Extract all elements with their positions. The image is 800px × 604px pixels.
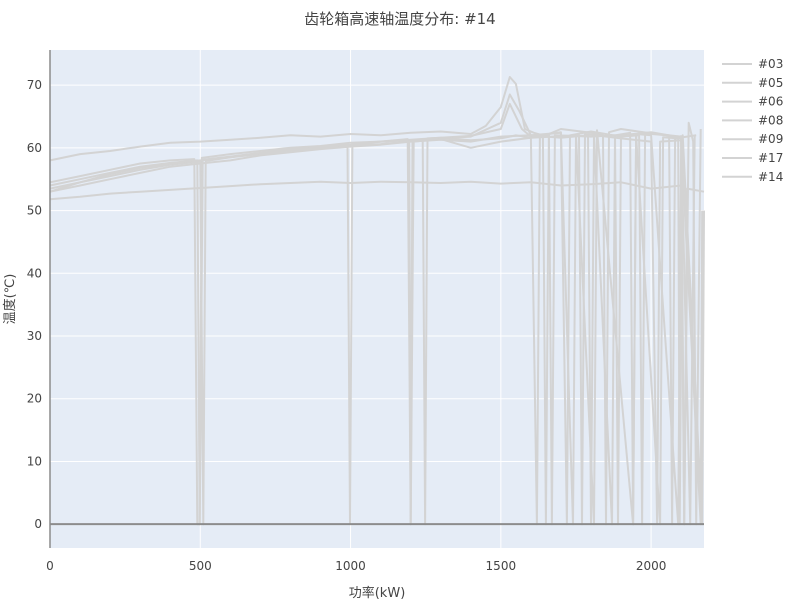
x-tick-label: 0 (46, 559, 54, 573)
legend: #03 #05 #06 #08 #09 #17 #14 (722, 57, 783, 184)
y-tick-label: 50 (27, 204, 42, 218)
ticks: 0 500 1000 1500 2000 0 10 20 30 40 50 60 70 (27, 78, 667, 573)
x-tick-label: 1000 (335, 559, 366, 573)
legend-label: #05 (758, 76, 783, 90)
chart-title: 齿轮箱高速轴温度分布: #14 (304, 10, 495, 28)
y-axis-label: 温度(℃) (2, 274, 18, 325)
x-tick-label: 1500 (486, 559, 517, 573)
legend-label: #08 (758, 113, 783, 127)
x-axis-label: 功率(kW) (349, 585, 406, 600)
legend-item[interactable]: #06 (722, 95, 783, 109)
legend-item[interactable]: #17 (722, 151, 783, 165)
y-tick-label: 20 (27, 392, 42, 406)
legend-item[interactable]: #03 (722, 57, 783, 71)
legend-item[interactable]: #09 (722, 132, 783, 146)
y-tick-label: 30 (27, 329, 42, 343)
legend-item[interactable]: #08 (722, 113, 783, 127)
legend-label: #14 (758, 170, 783, 184)
series-line-09 (49, 180, 705, 526)
legend-label: #06 (758, 95, 783, 109)
x-tick-label: 500 (189, 559, 212, 573)
legend-item[interactable]: #05 (722, 76, 783, 90)
legend-label: #03 (758, 57, 783, 71)
x-tick-label: 2000 (636, 559, 667, 573)
y-tick-label: 70 (27, 78, 42, 92)
series-lines (49, 76, 705, 526)
y-tick-label: 0 (34, 517, 42, 531)
legend-label: #09 (758, 132, 783, 146)
y-tick-label: 60 (27, 141, 42, 155)
y-tick-label: 40 (27, 266, 42, 280)
y-tick-label: 10 (27, 454, 42, 468)
series-line-14 (49, 131, 705, 526)
legend-item[interactable]: #14 (722, 170, 783, 184)
legend-label: #17 (758, 151, 783, 165)
